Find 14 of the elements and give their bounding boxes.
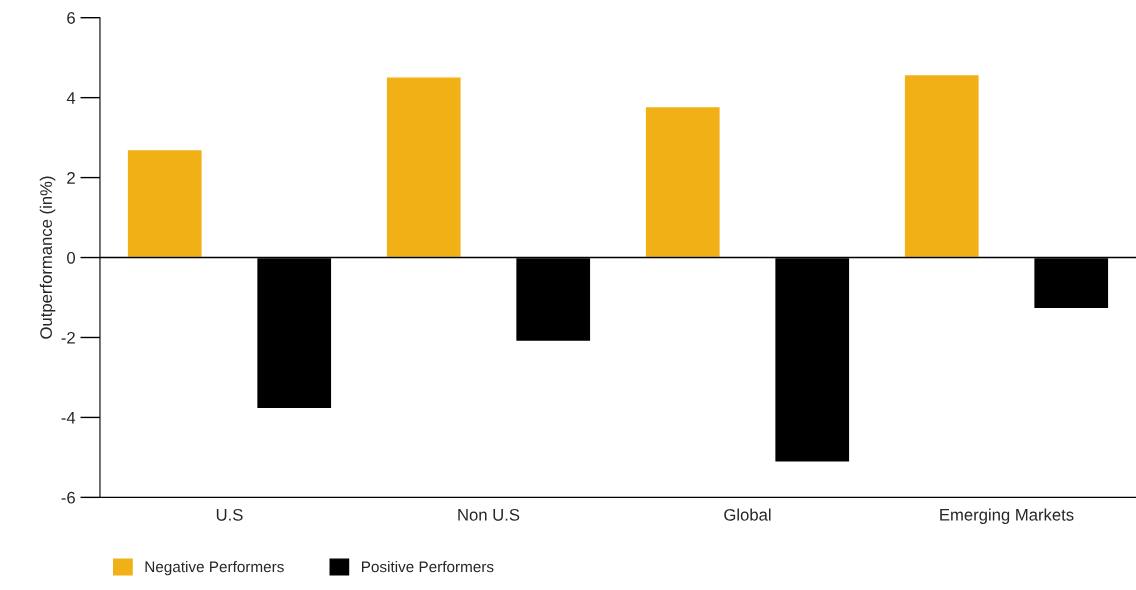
y-tick-label: -2 [61, 331, 75, 344]
x-tick-label: U.S [216, 508, 243, 521]
y-tick-label: -4 [61, 412, 76, 424]
legend-label: Positive Performers [362, 561, 494, 573]
legend-label: Negative Performers [145, 561, 284, 576]
y-axis-title: Outperformance (in%) [39, 176, 56, 339]
y-tick-label: 2 [67, 171, 75, 184]
x-tick-label: Global [724, 508, 771, 521]
y-tick-label: 0 [67, 251, 76, 264]
y-tick-label: -6 [61, 491, 75, 504]
y-tick-label: 4 [66, 92, 76, 104]
x-tick-label: Emerging Markets [940, 508, 1074, 525]
x-tick-label: Non U.S [458, 508, 520, 521]
y-tick-label: 6 [67, 12, 75, 24]
